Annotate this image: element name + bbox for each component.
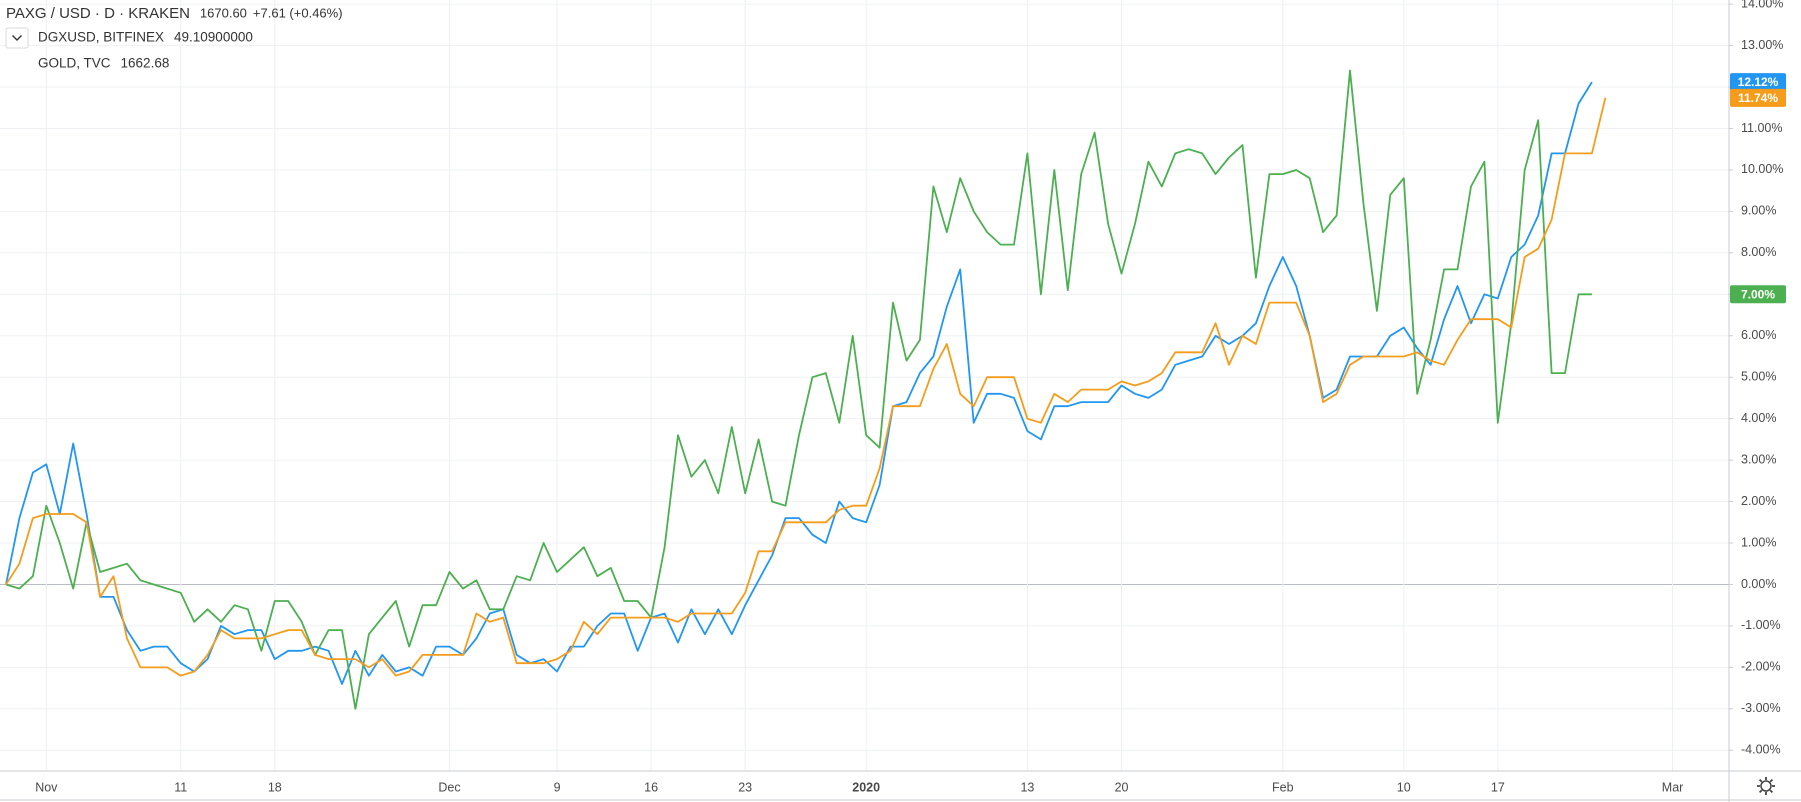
x-tick-label: 11 bbox=[174, 780, 187, 794]
series-line bbox=[5, 97, 1607, 677]
x-tick-label: Feb bbox=[1272, 780, 1294, 794]
legend-value: 49.10900000 bbox=[174, 30, 253, 45]
y-tick-label: 3.00% bbox=[1741, 452, 1776, 466]
y-tick-label: 5.00% bbox=[1741, 370, 1776, 384]
x-tick-label: 18 bbox=[268, 780, 282, 794]
legend-value: 1670.60 bbox=[200, 5, 247, 20]
x-tick-label: 20 bbox=[1115, 780, 1129, 794]
y-tick-label: 0.00% bbox=[1741, 577, 1776, 591]
x-tick-label: 17 bbox=[1491, 780, 1505, 794]
price-badge bbox=[1730, 88, 1786, 107]
x-tick-label: 10 bbox=[1397, 780, 1411, 794]
x-tick-label: 9 bbox=[554, 780, 561, 794]
y-tick-label: -3.00% bbox=[1741, 701, 1781, 715]
legend-value: 1662.68 bbox=[121, 56, 170, 71]
x-tick-label: 23 bbox=[738, 780, 752, 794]
series-line bbox=[5, 69, 1592, 710]
legend-entry: GOLD, TVC bbox=[38, 56, 111, 71]
price-badge bbox=[1730, 285, 1786, 304]
collapse-button[interactable] bbox=[5, 27, 29, 49]
y-tick-label: -1.00% bbox=[1741, 618, 1781, 632]
legend-change: +7.61 (+0.46%) bbox=[253, 5, 343, 20]
y-tick-label: 9.00% bbox=[1741, 204, 1776, 218]
price-badge-label: 7.00% bbox=[1741, 287, 1775, 301]
y-tick-label: -4.00% bbox=[1741, 743, 1781, 757]
y-tick-label: 8.00% bbox=[1741, 245, 1776, 259]
legend-title: PAXG / USD · D · KRAKEN bbox=[6, 5, 190, 22]
y-tick-label: 10.00% bbox=[1741, 162, 1783, 176]
y-tick-label: 14.00% bbox=[1741, 0, 1783, 10]
settings-icon[interactable] bbox=[1757, 777, 1775, 795]
x-tick-label: 16 bbox=[644, 780, 658, 794]
plot bbox=[5, 69, 1607, 710]
price-badge-label: 11.74% bbox=[1738, 91, 1778, 105]
legend: PAXG / USD · D · KRAKEN 1670.60 +7.61 (+… bbox=[5, 5, 343, 71]
y-tick-label: 11.00% bbox=[1741, 121, 1782, 135]
legend-entry: DGXUSD, BITFINEX bbox=[38, 30, 164, 45]
series-line bbox=[5, 81, 1593, 685]
y-tick-label: 1.00% bbox=[1741, 535, 1776, 549]
y-tick-label: 4.00% bbox=[1741, 411, 1776, 425]
y-tick-label: 6.00% bbox=[1741, 328, 1776, 342]
price-badge bbox=[1730, 73, 1786, 92]
x-tick-label: Nov bbox=[35, 780, 58, 794]
x-tick-label: 2020 bbox=[852, 780, 880, 794]
axes: -4.00% -3.00% -2.00% -1.00% 0.00% 1.00% 2.00% 3… bbox=[35, 0, 1786, 794]
y-tick-label: -2.00% bbox=[1741, 660, 1781, 674]
y-tick-label: 13.00% bbox=[1741, 38, 1783, 52]
x-tick-label: 13 bbox=[1020, 780, 1034, 794]
price-badge-label: 12.12% bbox=[1738, 75, 1779, 89]
y-tick-label: 2.00% bbox=[1741, 494, 1776, 508]
grid bbox=[0, 0, 1729, 771]
chevron-icon bbox=[12, 35, 22, 41]
x-tick-label: Dec bbox=[438, 780, 460, 794]
x-tick-label: Mar bbox=[1662, 780, 1684, 794]
